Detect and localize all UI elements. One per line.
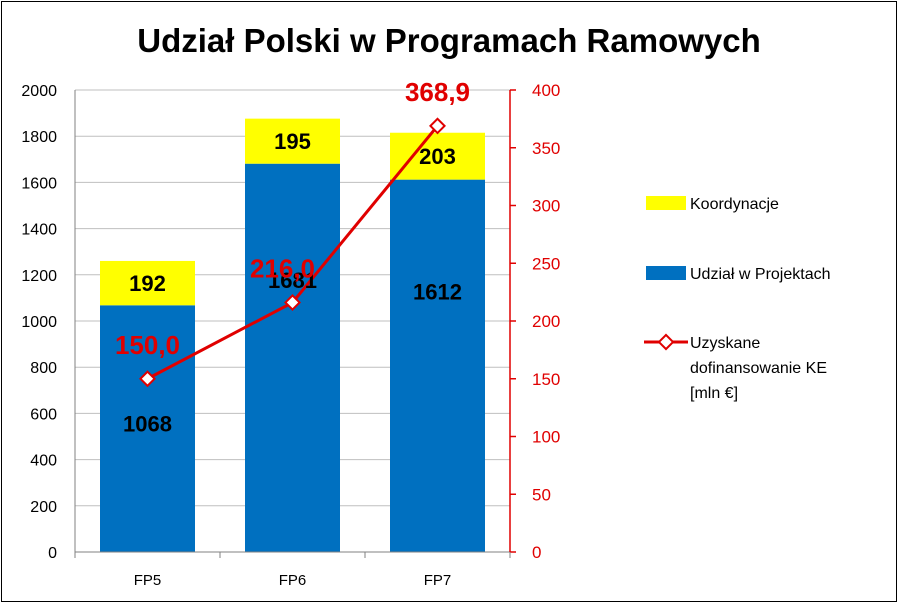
bar-value-label: 192 bbox=[129, 271, 166, 296]
y-right-tick-label: 250 bbox=[532, 254, 560, 273]
bar-segment bbox=[245, 163, 340, 552]
y-left-tick-label: 2000 bbox=[21, 83, 57, 100]
y-right-tick-label: 50 bbox=[532, 485, 551, 504]
y-left-tick-label: 800 bbox=[30, 360, 57, 377]
line-point-marker bbox=[139, 370, 156, 388]
chart-title: Udział Polski w Programach Ramowych bbox=[137, 22, 761, 59]
y-left-tick-label: 1200 bbox=[21, 268, 57, 285]
y-left-tick-label: 1600 bbox=[21, 175, 57, 192]
x-category-label: FP7 bbox=[424, 572, 452, 589]
legend-label: [mln €] bbox=[690, 385, 738, 402]
y-left-tick-label: 0 bbox=[48, 545, 57, 562]
y-right-tick-label: 200 bbox=[532, 312, 560, 331]
line-point-marker bbox=[284, 294, 301, 312]
bar-segment bbox=[100, 260, 195, 306]
legend-label: Uzyskane bbox=[690, 335, 760, 352]
line-value-label: 368,9 bbox=[405, 77, 470, 107]
y-right-tick-label: 150 bbox=[532, 370, 560, 389]
bar-value-label: 1068 bbox=[123, 412, 172, 437]
y-left-tick-label: 600 bbox=[30, 406, 57, 423]
legend-swatch bbox=[646, 196, 686, 210]
line-value-label: 150,0 bbox=[115, 330, 180, 360]
legend-label: dofinansowanie KE bbox=[690, 360, 827, 377]
bar-segment bbox=[390, 132, 485, 180]
x-category-label: FP6 bbox=[279, 572, 307, 589]
bar-segment bbox=[245, 118, 340, 164]
legend-label: Udział w Projektach bbox=[690, 266, 831, 283]
bar-value-label: 195 bbox=[274, 129, 311, 154]
y-right-tick-label: 350 bbox=[532, 139, 560, 158]
bar-segment bbox=[390, 179, 485, 553]
legend-label: Koordynacje bbox=[690, 196, 779, 213]
y-left-tick-label: 1000 bbox=[21, 314, 57, 331]
line-point-marker bbox=[429, 117, 446, 135]
bar-value-label: 203 bbox=[419, 144, 456, 169]
y-left-tick-label: 200 bbox=[30, 499, 57, 516]
line-value-label: 216,0 bbox=[250, 254, 315, 284]
y-left-tick-label: 400 bbox=[30, 453, 57, 470]
y-right-tick-label: 100 bbox=[532, 428, 560, 447]
legend-swatch bbox=[646, 266, 686, 280]
x-category-label: FP5 bbox=[134, 572, 162, 589]
bar-value-label: 1681 bbox=[268, 268, 317, 293]
bar-segment bbox=[100, 305, 195, 552]
y-right-tick-label: 300 bbox=[532, 197, 560, 216]
legend-marker bbox=[657, 333, 675, 351]
bar-value-label: 1612 bbox=[413, 279, 462, 304]
y-right-tick-label: 400 bbox=[532, 81, 560, 100]
y-right-tick-label: 0 bbox=[532, 543, 541, 562]
y-left-tick-label: 1400 bbox=[21, 222, 57, 239]
y-left-tick-label: 1800 bbox=[21, 129, 57, 146]
